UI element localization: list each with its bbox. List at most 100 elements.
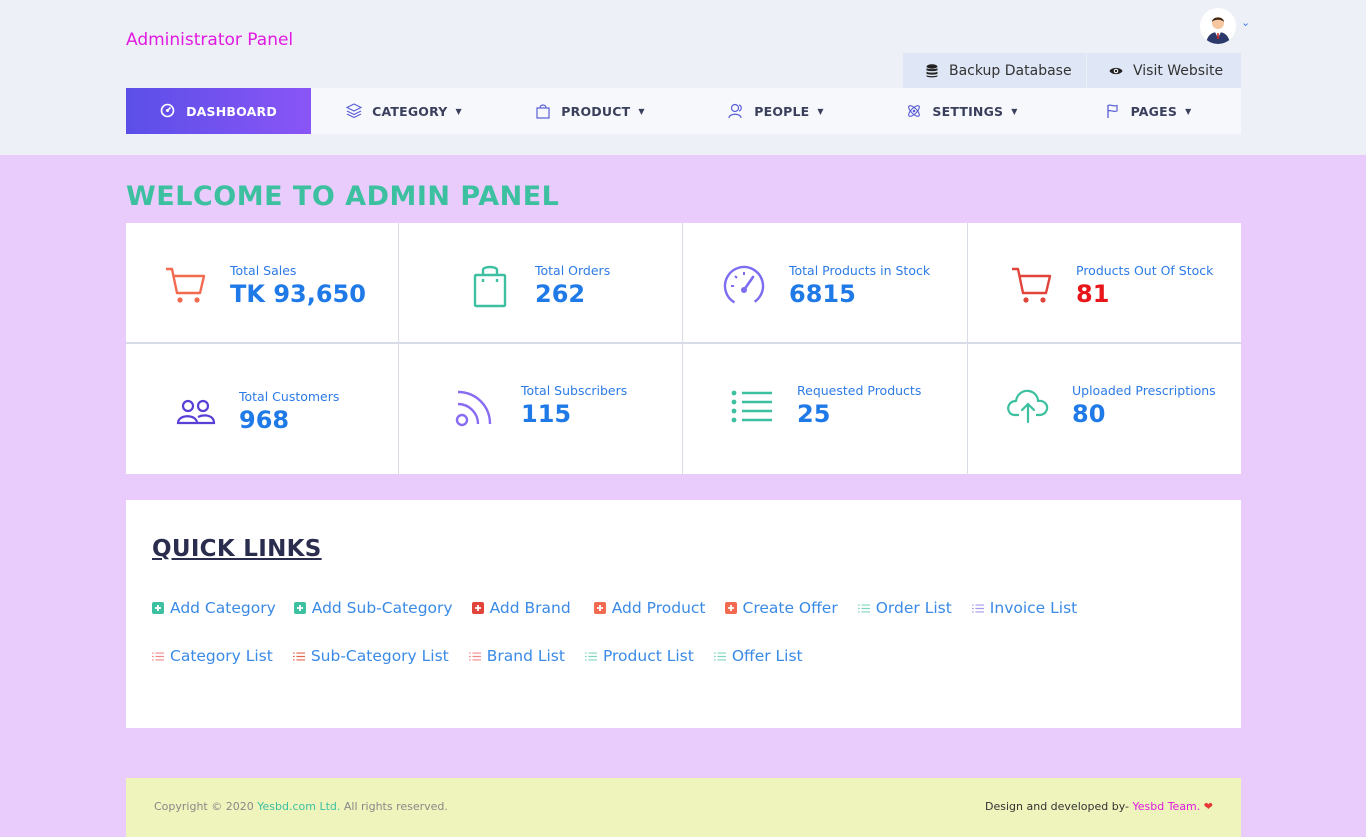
credit-prefix: Design and developed by- <box>985 800 1133 813</box>
nav-product-label: PRODUCT <box>561 103 631 119</box>
stat-out-of-stock[interactable]: Products Out Of Stock 81 <box>1010 263 1213 308</box>
main-nav: DASHBOARD CATEGORY ▼ PRODUCT ▼ PEOPLE ▼ <box>126 88 1241 134</box>
stat-label: Total Subscribers <box>521 383 628 398</box>
speedometer-icon <box>722 264 766 308</box>
flag-icon <box>1105 103 1121 119</box>
users-icon <box>174 390 218 434</box>
stat-requested-products[interactable]: Requested Products 25 <box>730 383 921 428</box>
stat-total-subscribers[interactable]: Total Subscribers 115 <box>454 383 627 428</box>
invoice-list-link[interactable]: Invoice List <box>971 599 1078 617</box>
add-product-label: Add Product <box>611 599 706 617</box>
divider <box>126 342 1241 344</box>
add-category-label: Add Category <box>170 599 276 617</box>
sub-category-list-link[interactable]: Sub-Category List <box>292 647 449 665</box>
nav-pages-label: PAGES <box>1130 103 1178 119</box>
dashboard-icon <box>160 103 176 119</box>
bag-icon <box>535 103 551 119</box>
nav-people[interactable]: PEOPLE ▼ <box>683 88 869 134</box>
add-category-link[interactable]: Add Category <box>152 599 276 617</box>
stat-value: 80 <box>1072 400 1106 428</box>
invoice-list-label: Invoice List <box>989 599 1078 617</box>
stat-value: 6815 <box>789 280 856 308</box>
nav-settings-label: SETTINGS <box>932 103 1004 119</box>
nav-product[interactable]: PRODUCT ▼ <box>497 88 683 134</box>
rss-icon <box>454 384 498 428</box>
list-icon <box>292 650 305 662</box>
quick-links-row: Add Category Add Sub-Category Add Brand … <box>152 599 1097 617</box>
category-list-label: Category List <box>170 647 273 665</box>
backup-database-button[interactable]: Backup Database <box>903 53 1086 88</box>
offer-list-link[interactable]: Offer List <box>713 647 803 665</box>
backup-database-label: Backup Database <box>949 62 1072 79</box>
cloud-upload-icon <box>1006 384 1050 428</box>
plus-square-icon <box>724 602 737 614</box>
caret-down-icon: ▼ <box>638 106 645 116</box>
product-list-link[interactable]: Product List <box>584 647 694 665</box>
create-offer-label: Create Offer <box>742 599 838 617</box>
stat-label: Requested Products <box>797 383 922 398</box>
database-icon <box>925 63 939 78</box>
stat-products-in-stock[interactable]: Total Products in Stock 6815 <box>722 263 930 308</box>
add-brand-link[interactable]: Add Brand <box>471 599 571 617</box>
cart-icon <box>1010 264 1054 308</box>
order-list-link[interactable]: Order List <box>857 599 952 617</box>
brand-list-link[interactable]: Brand List <box>468 647 565 665</box>
user-avatar[interactable] <box>1200 8 1236 44</box>
stat-label: Uploaded Prescriptions <box>1072 383 1216 398</box>
stat-total-sales[interactable]: Total Sales TK 93,650 <box>164 263 366 308</box>
visit-website-button[interactable]: Visit Website <box>1087 53 1241 88</box>
avatar-icon <box>1200 8 1236 44</box>
category-list-link[interactable]: Category List <box>152 647 273 665</box>
people-icon <box>728 103 744 119</box>
plus-square-icon <box>152 602 164 614</box>
add-product-link[interactable]: Add Product <box>593 599 706 617</box>
list-icon <box>468 650 481 662</box>
stat-label: Total Products in Stock <box>789 263 931 278</box>
caret-down-icon: ▼ <box>1011 106 1018 116</box>
stat-uploaded-prescriptions[interactable]: Uploaded Prescriptions 80 <box>1006 383 1216 428</box>
stat-value: 81 <box>1076 280 1110 308</box>
sub-category-list-label: Sub-Category List <box>310 647 449 665</box>
divider <box>967 223 968 474</box>
nav-pages[interactable]: PAGES ▼ <box>1055 88 1241 134</box>
copyright-suffix: All rights reserved. <box>340 800 448 813</box>
chevron-down-icon[interactable]: ⌄ <box>1241 16 1251 29</box>
nav-dashboard[interactable]: DASHBOARD <box>126 88 311 134</box>
atom-icon <box>906 103 922 119</box>
credit: Design and developed by- Yesbd Team. ❤ <box>985 800 1213 813</box>
stats-grid: Total Sales TK 93,650 Total Orders 262 T… <box>126 223 1241 474</box>
list-icon <box>152 650 164 662</box>
eye-icon <box>1109 64 1123 78</box>
product-list-label: Product List <box>602 647 694 665</box>
stat-label: Total Customers <box>239 389 340 404</box>
layers-icon <box>346 103 363 119</box>
order-list-label: Order List <box>875 599 952 617</box>
company-link[interactable]: Yesbd.com Ltd. <box>257 800 341 813</box>
caret-down-icon: ▼ <box>455 106 462 116</box>
nav-people-label: PEOPLE <box>754 103 810 119</box>
add-brand-label: Add Brand <box>489 599 571 617</box>
add-sub-category-label: Add Sub-Category <box>311 599 453 617</box>
add-sub-category-link[interactable]: Add Sub-Category <box>293 599 453 617</box>
stat-value: 262 <box>535 280 586 308</box>
plus-square-icon <box>293 602 306 614</box>
nav-category[interactable]: CATEGORY ▼ <box>311 88 497 134</box>
stat-label: Total Sales <box>230 263 297 278</box>
stat-value: TK 93,650 <box>230 280 366 308</box>
team-link[interactable]: Yesbd Team. <box>1132 800 1201 813</box>
list-icon <box>713 650 726 662</box>
list-icon <box>971 602 984 614</box>
footer: Copyright © 2020 Yesbd.com Ltd. All righ… <box>126 778 1241 837</box>
stat-total-customers[interactable]: Total Customers 968 <box>174 389 339 434</box>
divider <box>398 223 399 474</box>
nav-settings[interactable]: SETTINGS ▼ <box>869 88 1055 134</box>
stat-total-orders[interactable]: Total Orders 262 <box>468 263 610 308</box>
quick-links-title: QUICK LINKS <box>152 536 322 562</box>
create-offer-link[interactable]: Create Offer <box>724 599 838 617</box>
quick-links-row: Category List Sub-Category List Brand Li… <box>152 647 823 665</box>
stat-value: 968 <box>239 406 290 434</box>
brand-title[interactable]: Administrator Panel <box>126 30 294 50</box>
list-icon <box>730 384 774 428</box>
heart-icon: ❤ <box>1203 800 1213 813</box>
caret-down-icon: ▼ <box>1185 106 1192 116</box>
